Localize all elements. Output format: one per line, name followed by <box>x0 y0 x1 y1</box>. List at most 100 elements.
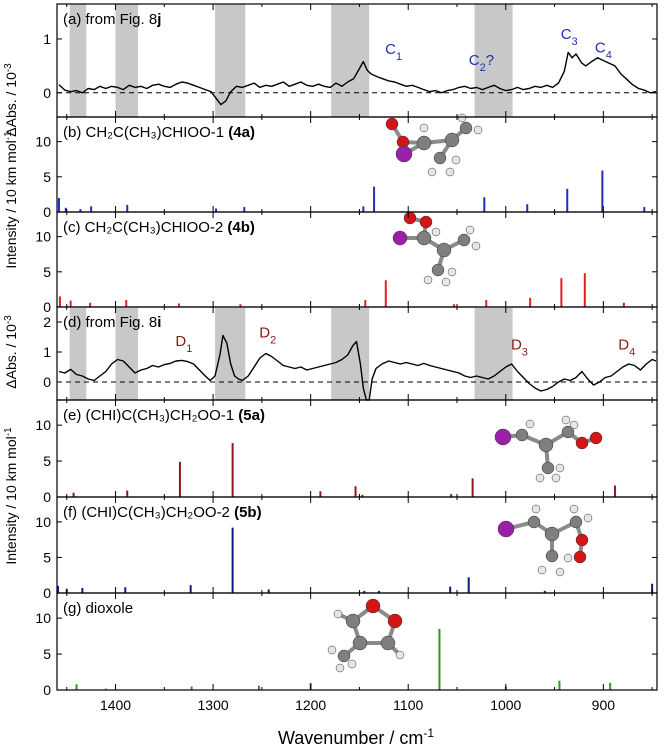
carbon-atom <box>433 151 447 165</box>
carbon-atom <box>515 428 529 442</box>
iodine-atom <box>395 145 413 163</box>
oxygen-atom <box>575 436 589 450</box>
shaded-region <box>215 4 246 117</box>
y-tick-label: 1 <box>43 344 51 360</box>
hydrogen-atom <box>423 275 433 285</box>
x-axis-title: Wavenumber / cm-1 <box>278 726 434 748</box>
panel-frame <box>56 592 658 691</box>
carbon-atom <box>345 613 361 629</box>
y-label-absorbance-a: ΔAbs. / 10-3 <box>3 63 20 137</box>
hydrogen-atom <box>561 415 571 425</box>
hydrogen-atom <box>473 125 483 135</box>
hydrogen-atom <box>569 420 579 430</box>
panel-f: 0 5 10 (f) (CHI)C(CH₃)CH₂OO-2 (5b) <box>35 496 658 601</box>
x-tick-label: 900 <box>592 697 616 713</box>
oxygen-atom <box>365 598 381 614</box>
molecule-dioxole <box>327 598 405 673</box>
y-label-intensity-ef: Intensity / 10 km mol-1 <box>3 427 20 565</box>
hydrogen-atom <box>333 609 343 619</box>
panel-label-c: (c) CH₂C(CH₃)CHIOO-2 (4b) <box>63 219 255 236</box>
molecule-4a <box>385 113 483 177</box>
y-tick-label: 5 <box>43 453 51 469</box>
iodine-atom <box>497 520 515 538</box>
peak-annotation: C3 <box>561 26 578 48</box>
peak-annotation: C4 <box>595 39 612 61</box>
carbon-atom <box>459 121 473 135</box>
x-tick-label: 1400 <box>100 697 131 713</box>
oxygen-atom <box>385 117 399 131</box>
hydrogen-atom <box>555 567 565 577</box>
y-tick-label: 0 <box>43 489 51 505</box>
carbon-atom <box>431 263 445 277</box>
peak-annotation: D1 <box>175 333 192 355</box>
y-tick-label: 5 <box>43 169 51 185</box>
carbon-atom <box>380 635 396 651</box>
panel-d: 0 1 2 (d) from Fig. 8i D1 D2 D3 D4 <box>43 306 658 401</box>
hydrogen-atom <box>327 645 337 655</box>
carbon-atom <box>416 135 432 151</box>
carbon-atom <box>538 437 554 453</box>
oxygen-atom <box>387 613 403 629</box>
carbon-atom <box>416 230 432 246</box>
iodine-atom <box>494 428 512 446</box>
panel-e: 0 5 10 (e) (CHI)C(CH₃)CH₂OO-1 (5a) <box>35 399 658 505</box>
x-tick-label: 1300 <box>198 697 229 713</box>
y-label-intensity-bc: Intensity / 10 km mol-1 <box>3 131 20 269</box>
peak-annotation: D2 <box>259 325 276 347</box>
hydrogen-atom <box>555 463 565 473</box>
hydrogen-atom <box>551 473 561 483</box>
panel-label-a: (a) from Fig. 8j <box>63 11 161 28</box>
carbon-atom <box>436 242 452 258</box>
carbon-atom <box>541 461 555 475</box>
hydrogen-atom <box>445 167 455 177</box>
hydrogen-atom <box>583 513 593 523</box>
carbon-atom <box>527 515 541 529</box>
panel-a: 0 1 (a) from Fig. 8j C1 C2? C3 C4 <box>43 3 658 118</box>
shaded-region <box>331 4 370 117</box>
peak-annotation: D3 <box>511 337 528 359</box>
hydrogen-atom <box>471 241 481 251</box>
hydrogen-atom <box>531 504 541 514</box>
panel-label-d: (d) from Fig. 8i <box>63 314 161 331</box>
peak-annotation: C2? <box>469 52 494 74</box>
carbon-atom <box>569 515 583 529</box>
hydrogen-atom <box>335 663 345 673</box>
x-tick-label: 1000 <box>490 697 521 713</box>
spectrum-trace-a <box>58 51 657 106</box>
iodine-atom <box>392 230 408 246</box>
shaded-region <box>69 307 87 400</box>
hydrogen-atom <box>535 473 545 483</box>
panel-c: 0 5 10 (c) CH₂C(CH₃)CHIOO-2 (4b) <box>35 211 658 315</box>
y-tick-label: 0 <box>43 204 51 220</box>
y-tick-label: 5 <box>43 646 51 662</box>
y-tick-label: 5 <box>43 264 51 280</box>
hydrogen-atom <box>569 504 579 514</box>
carbon-atom <box>337 649 351 663</box>
panel-label-g: (g) dioxole <box>63 600 133 617</box>
x-tick-labels: 1400 1300 1200 1100 1000 900 <box>100 697 615 713</box>
panel-g: 0 5 10 (g) dioxole <box>35 592 658 698</box>
y-tick-label: 10 <box>35 610 51 626</box>
shaded-region <box>69 4 87 117</box>
y-tick-label: 10 <box>35 514 51 530</box>
hydrogen-atom <box>465 225 475 235</box>
y-tick-label: 0 <box>43 299 51 315</box>
y-tick-label: 0 <box>43 682 51 698</box>
oxygen-atom <box>573 550 587 564</box>
peak-annotation: D4 <box>618 337 635 359</box>
peak-annotation: C1 <box>385 41 402 63</box>
carbon-atom <box>544 526 560 542</box>
molecule-4b <box>392 211 481 287</box>
shaded-region <box>474 307 513 400</box>
y-tick-label: 10 <box>35 417 51 433</box>
carbon-atom <box>561 425 575 439</box>
shaded-region <box>474 4 513 117</box>
oxygen-atom <box>589 431 603 445</box>
hydrogen-atom <box>441 277 451 287</box>
shaded-region <box>115 307 138 400</box>
carbon-atom <box>457 233 471 247</box>
oxygen-atom <box>419 215 433 229</box>
panel-label-e: (e) (CHI)C(CH₃)CH₂OO-1 (5a) <box>63 407 265 424</box>
